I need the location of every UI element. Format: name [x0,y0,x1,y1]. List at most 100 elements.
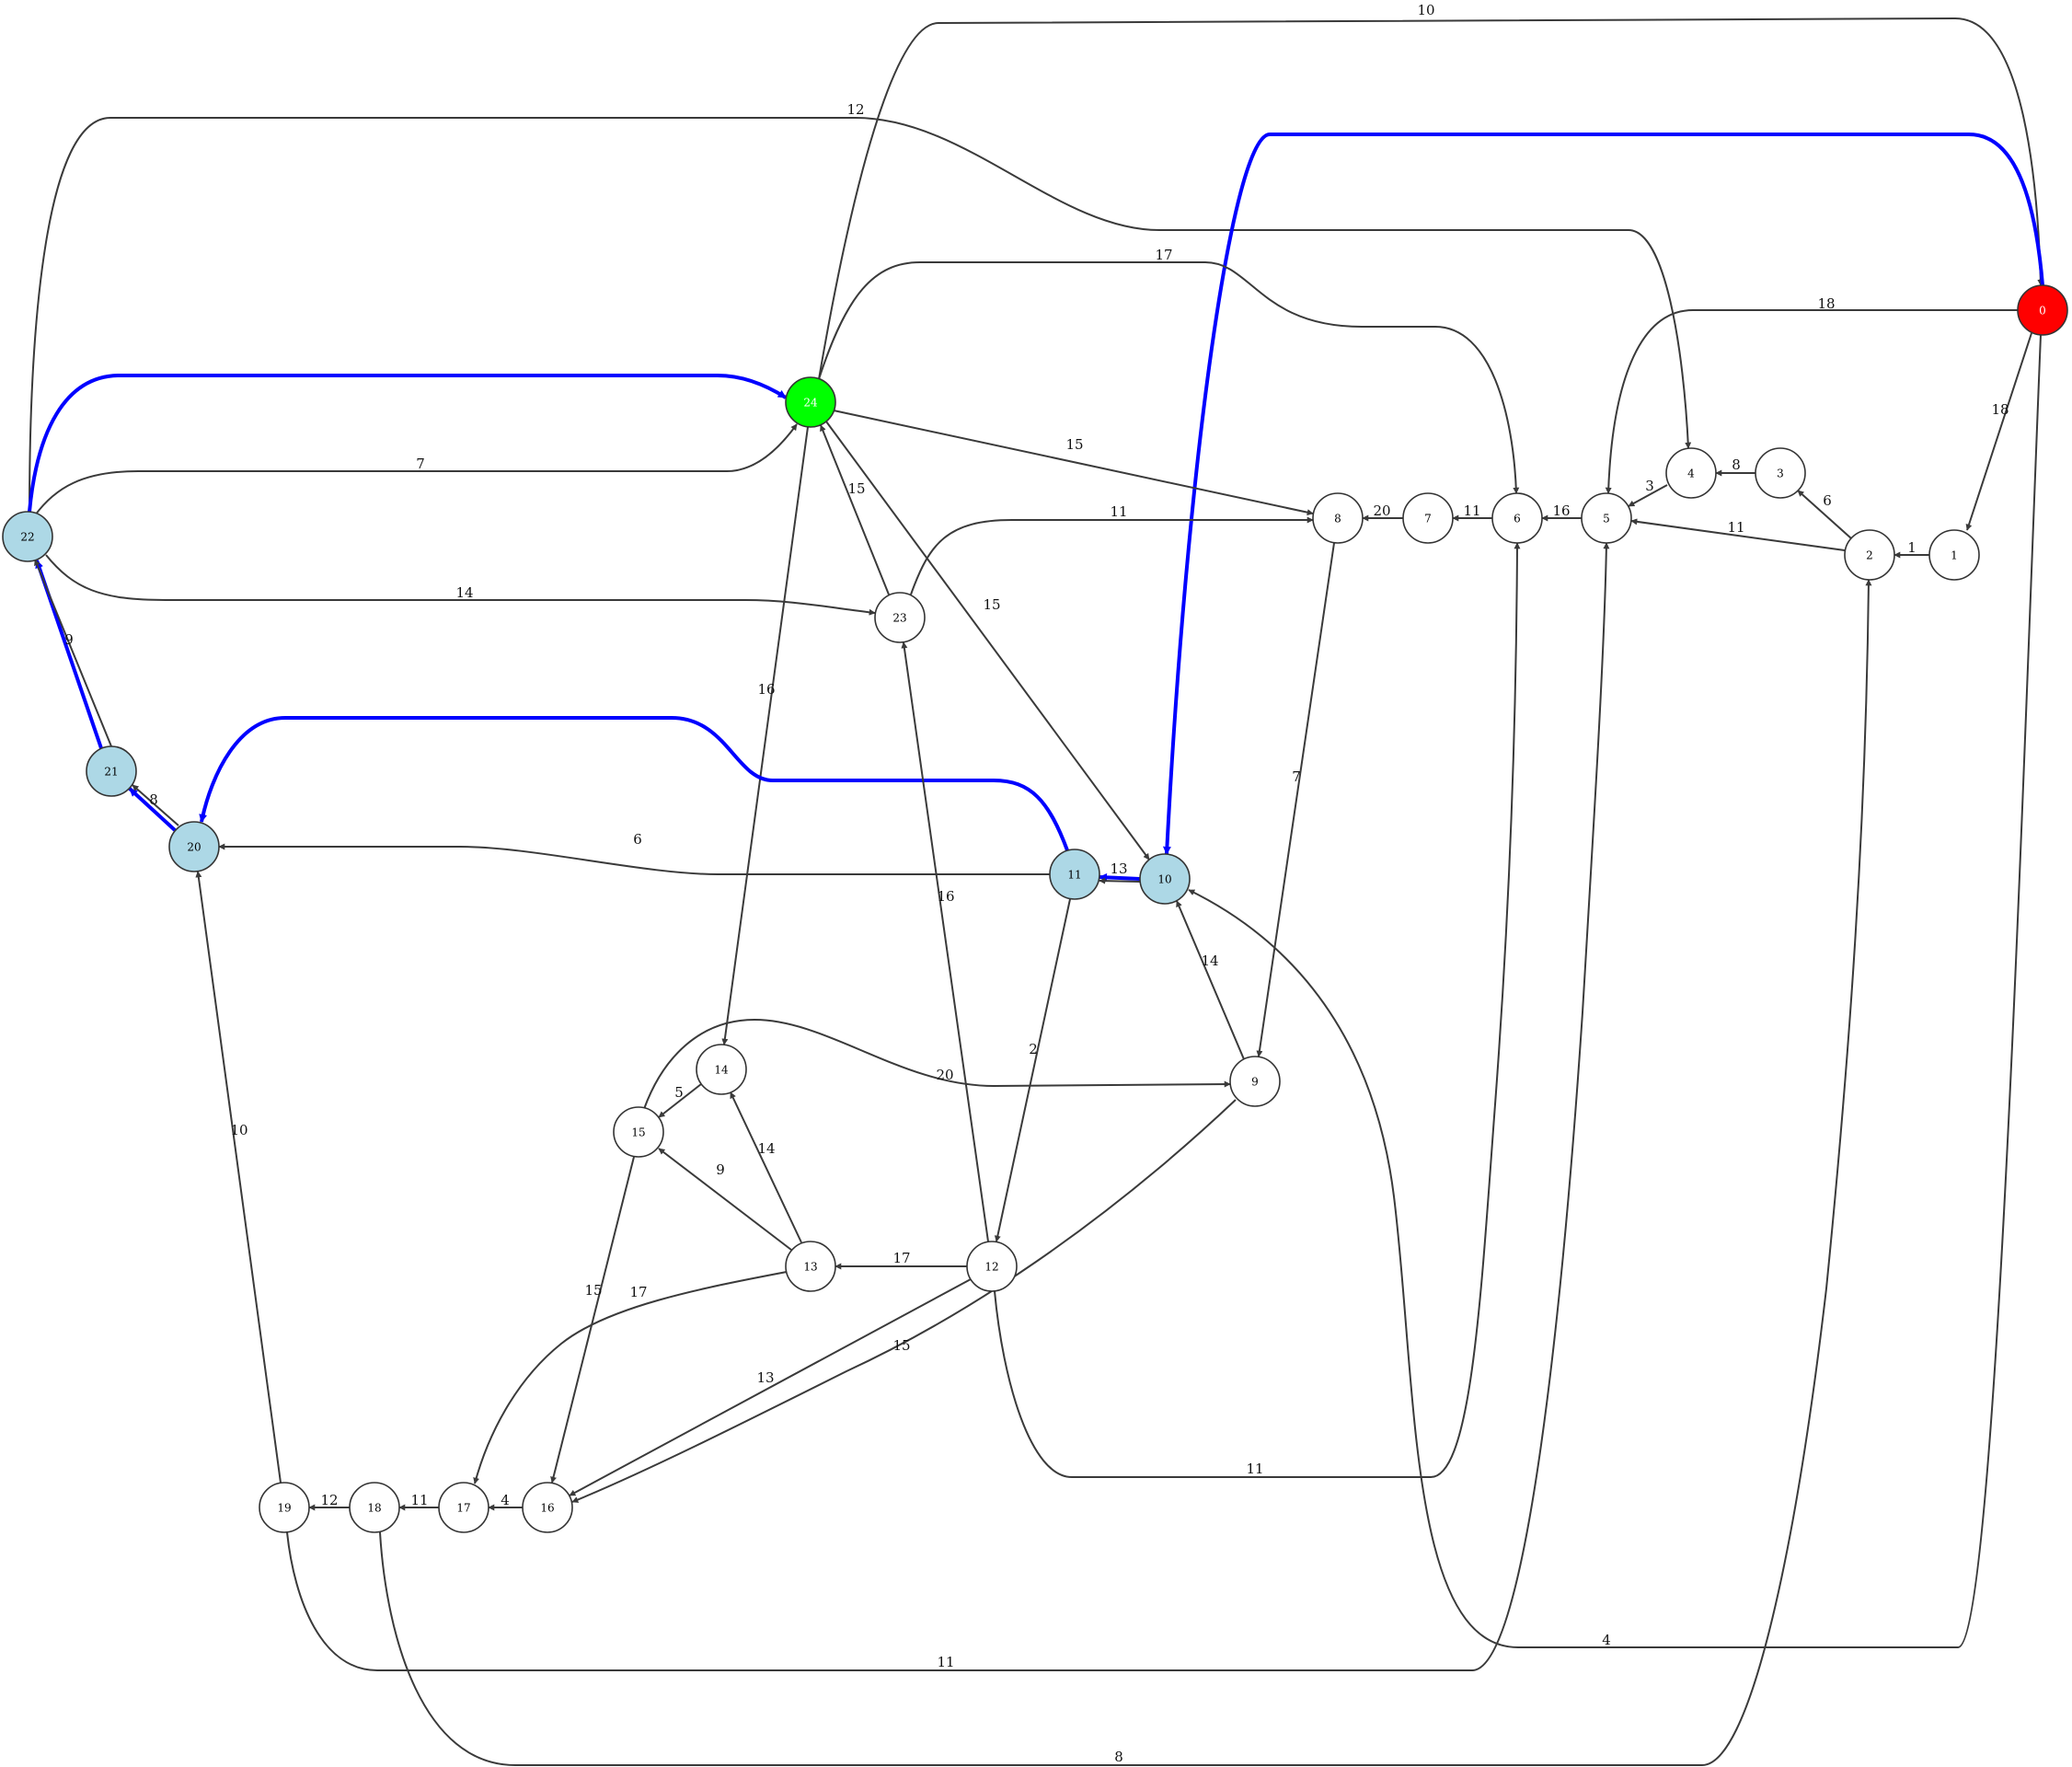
edge-label-2-3: 6 [1823,492,1832,509]
node-circle-5 [1581,492,1632,544]
edge-21-22b [34,559,112,747]
edge-label-12-23: 16 [937,888,954,905]
edge-24-10 [825,421,1150,860]
edge-label-20-21: 8 [149,791,158,808]
edge-11-20 [218,843,1050,875]
edge-0-5 [1605,309,2018,494]
edge-label-17-18: 11 [410,1492,428,1508]
node-circle-0 [2017,284,2068,336]
node-label-22: 22 [20,531,34,544]
edge-label-0-5: 18 [1817,295,1835,312]
edge-12-6 [994,542,1521,1478]
node-24: 24 [785,376,836,428]
edge-8-9 [1256,542,1335,1057]
node-circle-20 [168,821,220,872]
node-label-16: 16 [540,1502,554,1515]
edge-15-16 [550,1156,635,1484]
edge-9-16 [571,1099,1237,1503]
edge-label-2-5: 11 [1727,519,1744,536]
edge-label-22-24: 7 [416,456,425,472]
node-19: 19 [259,1482,310,1533]
edge-19-5 [286,542,1610,1671]
edge-label-19-5: 11 [937,1654,954,1670]
edge-label-6-7: 11 [1463,502,1480,519]
node-label-23: 23 [892,612,906,625]
node-circle-12 [966,1241,1018,1292]
edge-label-9-10: 14 [1201,953,1218,969]
edge-20-21b [132,784,179,826]
edge-13-15 [658,1148,792,1251]
node-0: 0 [2017,284,2068,336]
edge-label-10-11: 13 [1110,860,1127,877]
edge-label-13-15: 9 [716,1161,725,1178]
edge-23-24 [820,424,890,595]
edge-13-14 [730,1091,802,1243]
node-label-9: 9 [1251,1076,1259,1089]
edge-label-8-9: 7 [1292,768,1301,785]
edges-layer [28,17,2044,1766]
edge-9-10 [1176,900,1245,1060]
node-label-11: 11 [1067,869,1081,882]
node-circle-13 [785,1241,836,1292]
edge-label-22-4: 12 [846,101,864,118]
node-23: 23 [874,592,926,643]
node-circle-15 [613,1106,664,1158]
node-15: 15 [613,1106,664,1158]
edge-label-3-4: 8 [1732,456,1741,473]
edge-4-5 [1628,484,1668,507]
node-circle-16 [522,1482,573,1533]
edge-label-13-17: 17 [629,1284,647,1300]
edge-label-24-6: 17 [1155,247,1172,263]
node-circle-2 [1844,529,1895,581]
node-12: 12 [966,1241,1018,1292]
edge-label-7-8: 20 [1373,502,1390,519]
edge-label-12-6: 11 [1246,1461,1263,1477]
edge-2-5 [1630,518,1846,551]
node-13: 13 [785,1241,836,1292]
edge-13-17 [473,1271,788,1484]
node-label-17: 17 [456,1502,470,1515]
node-4: 4 [1665,447,1717,499]
node-9: 9 [1229,1056,1281,1107]
edge-label-19-20: 10 [230,1122,247,1138]
node-label-1: 1 [1951,549,1958,562]
edge-label-24-8: 15 [1065,436,1083,453]
node-label-5: 5 [1603,513,1610,525]
node-22: 22 [2,511,53,562]
node-label-20: 20 [187,841,201,854]
node-label-10: 10 [1157,873,1171,886]
node-8: 8 [1312,492,1364,544]
node-3: 3 [1755,447,1806,499]
node-label-18: 18 [367,1502,381,1515]
edge-22-23 [45,554,876,616]
node-14: 14 [696,1044,747,1095]
node-1: 1 [1928,529,1980,581]
edge-15-9 [643,1018,1231,1110]
node-circle-19 [259,1482,310,1533]
edge-label-0-1: 18 [1991,401,2009,418]
edge-22-4 [29,117,1692,513]
edge-2-3 [1797,490,1852,539]
edge-label-12-16: 13 [756,1369,774,1386]
edge-label-15-16: 15 [584,1282,602,1299]
node-circle-4 [1665,447,1717,499]
edge-12-16 [569,1278,972,1496]
edge-label-1-2: 1 [1907,539,1917,556]
node-label-19: 19 [277,1502,291,1515]
node-circle-24 [785,376,836,428]
edge-23-8 [910,516,1314,595]
edge-label-11-20: 6 [633,831,642,848]
edge-label-0-10-long: 4 [1602,1632,1611,1648]
node-label-12: 12 [984,1261,998,1274]
node-16: 16 [522,1482,573,1533]
edge-label-21-22: 9 [64,631,74,648]
node-21: 21 [86,745,137,797]
node-18: 18 [349,1482,400,1533]
path-edge-0-10 [1162,133,2044,855]
edge-22-24 [34,423,798,516]
node-6: 6 [1491,492,1543,544]
edge-12-23 [901,641,989,1242]
edge-label-16-17: 4 [501,1492,510,1508]
